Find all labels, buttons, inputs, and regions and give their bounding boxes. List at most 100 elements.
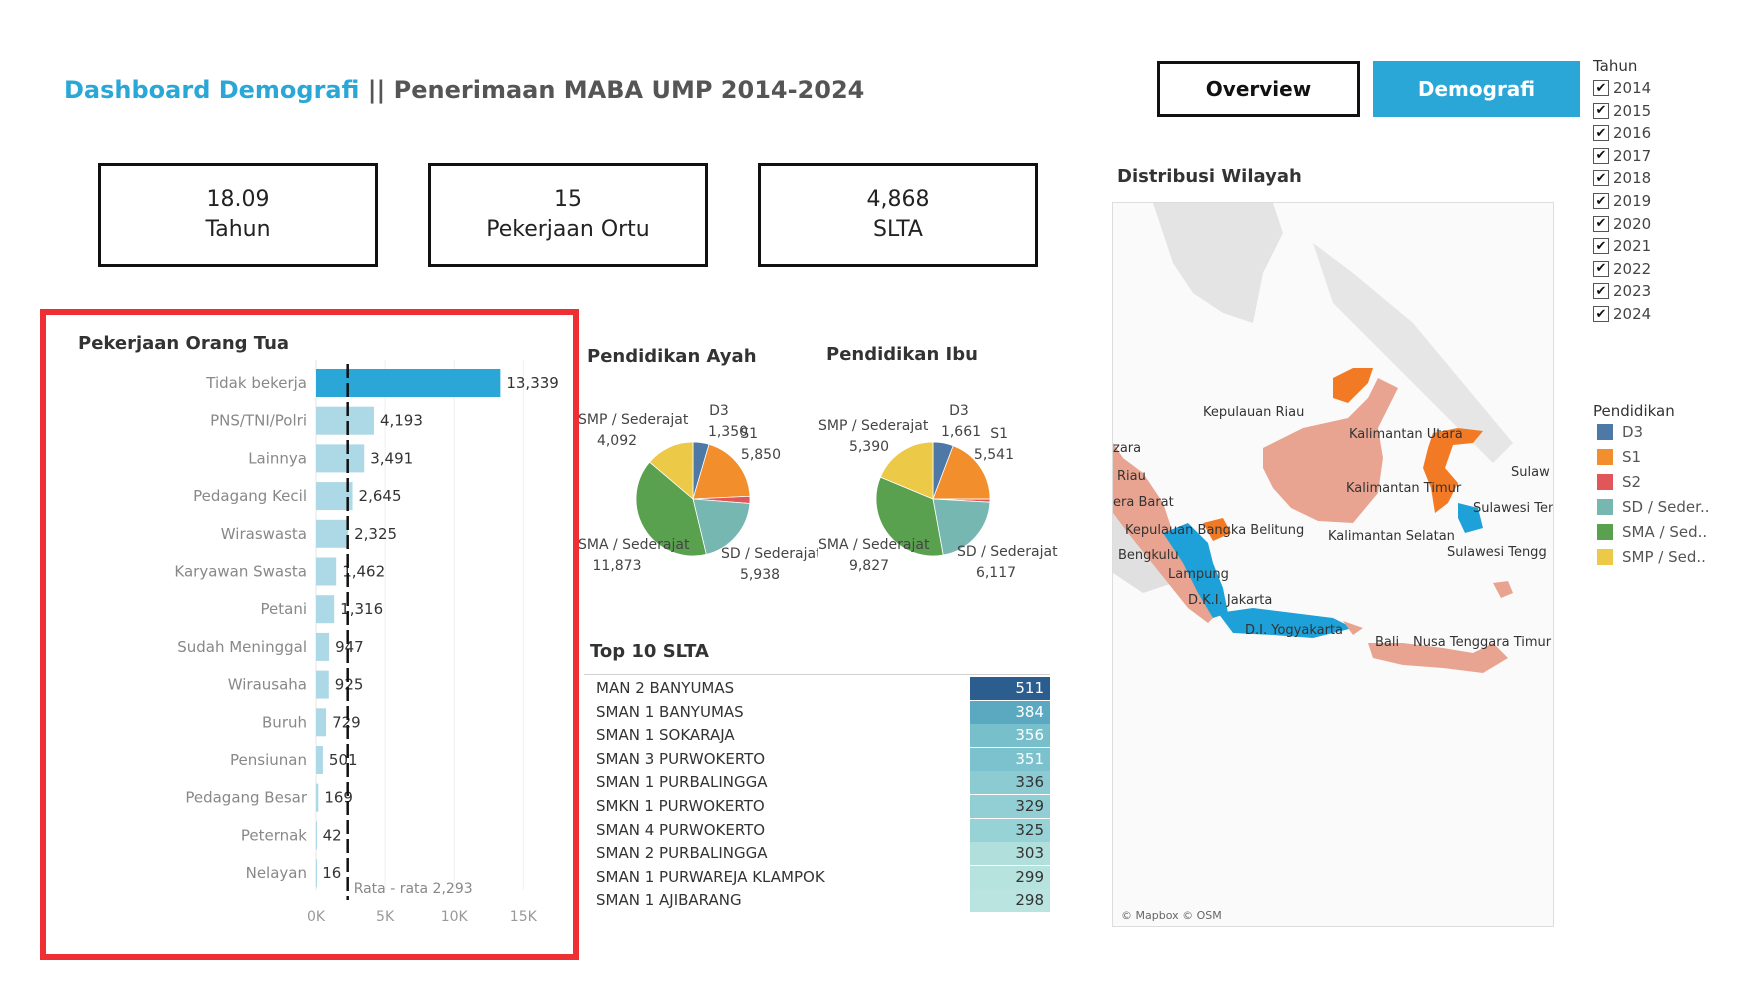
year-checkbox-2023[interactable]: ✔ 2023 <box>1593 281 1651 301</box>
year-label: 2022 <box>1613 259 1652 278</box>
bar[interactable] <box>316 444 365 473</box>
checkbox-checked-icon[interactable]: ✔ <box>1593 170 1609 187</box>
legend-label: SMP / Sed.. <box>1622 548 1706 566</box>
bar[interactable] <box>316 557 337 586</box>
map-region-label: era Barat <box>1113 495 1174 510</box>
checkbox-checked-icon[interactable]: ✔ <box>1593 283 1609 300</box>
year-label: 2016 <box>1613 124 1652 143</box>
map-land-philippines <box>1313 243 1513 463</box>
checkbox-checked-icon[interactable]: ✔ <box>1593 215 1609 232</box>
map-region-label: Kepulauan Riau <box>1203 405 1305 420</box>
checkbox-checked-icon[interactable]: ✔ <box>1593 80 1609 96</box>
checkbox-checked-icon[interactable]: ✔ <box>1593 193 1609 209</box>
bar[interactable] <box>316 369 501 397</box>
pekerjaan-title: Pekerjaan Orang Tua <box>78 333 290 354</box>
year-checkbox-2017[interactable]: ✔ 2017 <box>1593 146 1651 166</box>
pie-slice[interactable] <box>635 461 707 557</box>
pie-slice[interactable] <box>692 443 751 500</box>
table-row[interactable]: SMAN 2 PURBALINGGA 303 <box>588 842 1050 866</box>
pie-slice-name: SD / Sederajat <box>957 544 1058 560</box>
legend-item[interactable]: SMA / Sed.. <box>1597 521 1707 543</box>
map-region-jambi <box>1163 523 1228 618</box>
pie-slice-value: 9,827 <box>849 558 889 574</box>
x-tick-label: 10K <box>441 909 469 925</box>
school-count: 351 <box>970 747 1050 771</box>
category-label: Petani <box>261 600 308 618</box>
pie-slice-name: SMP / Sederajat <box>818 418 929 434</box>
bar[interactable] <box>316 670 329 699</box>
overview-button[interactable]: Overview <box>1157 61 1360 117</box>
pendidikan-ibu-pie[interactable]: D3 1,661 S1 5,541 SD / Sederajat 6,117 SMA / S… <box>818 398 1058 598</box>
bar[interactable] <box>316 519 349 548</box>
legend-item[interactable]: S1 <box>1597 446 1641 468</box>
bar[interactable] <box>316 859 317 888</box>
bar[interactable] <box>316 708 327 737</box>
value-label: 42 <box>323 826 342 844</box>
category-label: PNS/TNI/Polri <box>210 412 307 430</box>
category-label: Wiraswasta <box>221 525 307 543</box>
indonesia-map[interactable]: Kepulauan Riau Kalimantan Utara Sulaw zara R… <box>1112 202 1554 927</box>
pie-slice[interactable] <box>875 476 944 557</box>
legend-item[interactable]: S2 <box>1597 471 1641 493</box>
table-row[interactable]: SMAN 1 AJIBARANG 298 <box>588 889 1050 913</box>
legend-item[interactable]: SMP / Sed.. <box>1597 546 1706 568</box>
year-checkbox-2015[interactable]: ✔ 2015 <box>1593 101 1651 121</box>
pendidikan-legend-title: Pendidikan <box>1593 402 1675 420</box>
year-checkbox-2016[interactable]: ✔ 2016 <box>1593 123 1651 143</box>
school-count: 356 <box>970 724 1050 748</box>
year-checkbox-2018[interactable]: ✔ 2018 <box>1593 168 1651 188</box>
pie-slice[interactable] <box>932 445 991 500</box>
legend-item[interactable]: SD / Seder.. <box>1597 496 1710 518</box>
pie-slice[interactable] <box>649 441 694 500</box>
year-checkbox-2024[interactable]: ✔ 2024 <box>1593 304 1651 324</box>
value-label: 2,645 <box>359 487 402 505</box>
map-region-label: Nusa Tenggara Timur <box>1413 635 1552 650</box>
x-tick-label: 5K <box>376 909 395 925</box>
pie-slice-value: 1,661 <box>941 424 981 440</box>
school-count: 384 <box>970 700 1050 724</box>
map-region-sultra <box>1458 503 1483 533</box>
pekerjaan-bar-chart[interactable]: Tidak bekerja 13,339 PNS/TNI/Polri 4,193 Lai… <box>46 360 573 932</box>
year-checkbox-2019[interactable]: ✔ 2019 <box>1593 191 1651 211</box>
checkbox-checked-icon[interactable]: ✔ <box>1593 102 1609 119</box>
value-label: 4,193 <box>380 412 423 430</box>
bar[interactable] <box>316 406 374 435</box>
table-row[interactable]: SMAN 1 BANYUMAS 384 <box>588 700 1050 724</box>
pie-slice[interactable] <box>879 441 934 500</box>
kpi-label: SLTA <box>873 217 923 242</box>
legend-swatch <box>1597 449 1613 465</box>
legend-item[interactable]: D3 <box>1597 421 1643 443</box>
value-label: 13,339 <box>506 374 559 392</box>
checkbox-checked-icon[interactable]: ✔ <box>1593 306 1609 322</box>
table-row[interactable]: MAN 2 BANYUMAS 511 <box>588 677 1050 700</box>
table-row[interactable]: SMKN 1 PURWOKERTO 329 <box>588 795 1050 818</box>
checkbox-checked-icon[interactable]: ✔ <box>1593 147 1609 164</box>
table-row[interactable]: SMAN 1 PURWAREJA KLAMPOK 299 <box>588 865 1050 889</box>
table-row[interactable]: SMAN 3 PURWOKERTO 351 <box>588 747 1050 771</box>
table-row[interactable]: SMAN 1 PURBALINGGA 336 <box>588 771 1050 795</box>
bar[interactable] <box>316 595 335 624</box>
pie-slice[interactable] <box>692 498 751 555</box>
bar[interactable] <box>316 821 317 850</box>
checkbox-checked-icon[interactable]: ✔ <box>1593 260 1609 277</box>
checkbox-checked-icon[interactable]: ✔ <box>1593 125 1609 142</box>
table-row[interactable]: SMAN 1 SOKARAJA 356 <box>588 724 1050 748</box>
checkbox-checked-icon[interactable]: ✔ <box>1593 238 1609 255</box>
legend-swatch <box>1597 474 1613 490</box>
pie-slice[interactable] <box>932 498 991 556</box>
top-slta-title: Top 10 SLTA <box>590 641 709 662</box>
map-region-label: Sulawesi Ten <box>1473 501 1554 516</box>
year-checkbox-2021[interactable]: ✔ 2021 <box>1593 236 1651 256</box>
school-name: SMKN 1 PURWOKERTO <box>596 797 765 815</box>
year-checkbox-2022[interactable]: ✔ 2022 <box>1593 259 1651 279</box>
bar[interactable] <box>316 632 330 661</box>
year-checkbox-2014[interactable]: ✔ 2014 <box>1593 78 1651 98</box>
demografi-button[interactable]: Demografi <box>1373 61 1580 117</box>
year-checkbox-2020[interactable]: ✔ 2020 <box>1593 214 1651 234</box>
school-count: 303 <box>970 842 1050 866</box>
bar[interactable] <box>316 783 319 812</box>
bar[interactable] <box>316 746 323 774</box>
table-row[interactable]: SMAN 4 PURWOKERTO 325 <box>588 818 1050 842</box>
kpi-value: 18.09 <box>206 187 270 212</box>
